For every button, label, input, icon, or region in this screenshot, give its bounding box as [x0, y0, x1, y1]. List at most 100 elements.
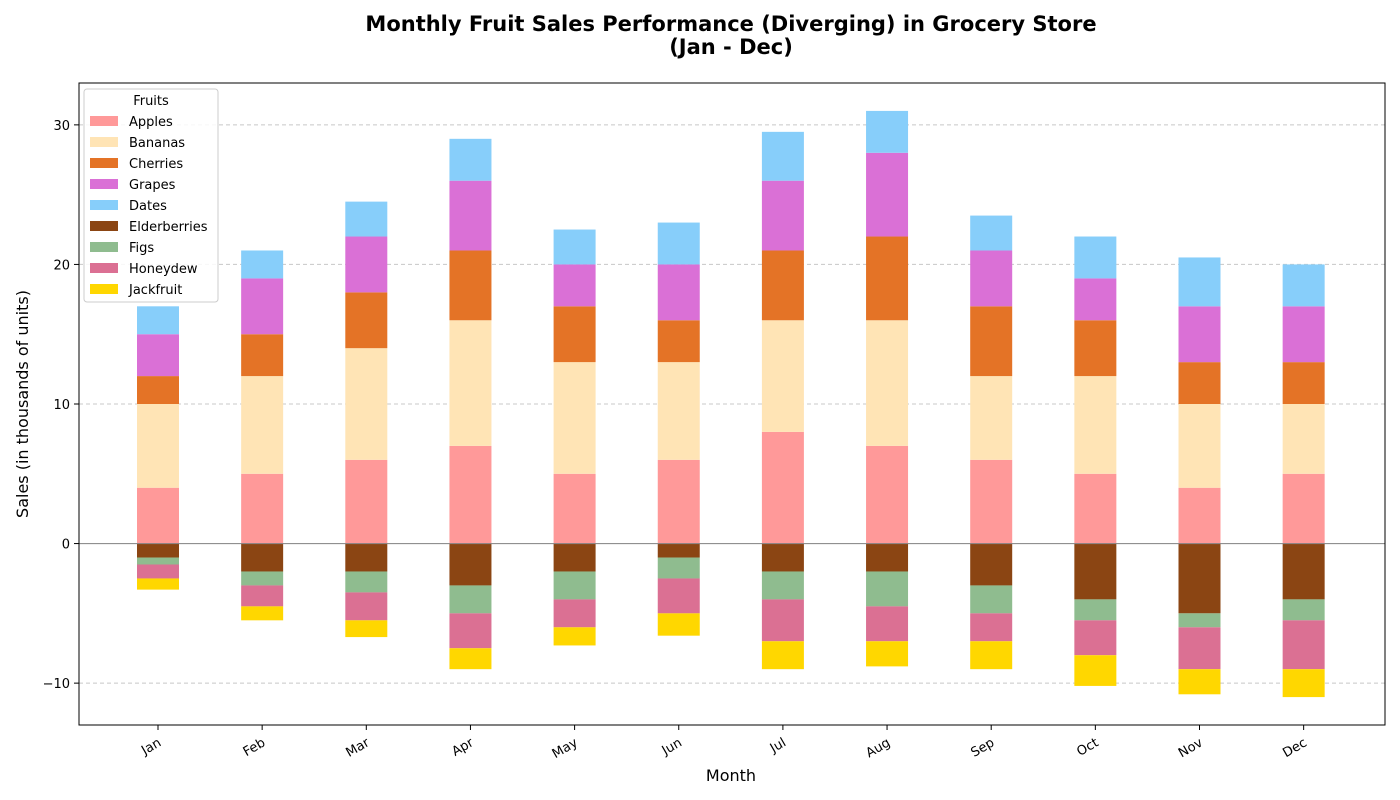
bar-segment	[553, 473, 596, 544]
legend-label: Honeydew	[129, 262, 198, 277]
bar-segment	[553, 599, 596, 628]
bar-segment	[970, 459, 1013, 544]
legend-swatch	[90, 242, 118, 252]
legend-swatch	[90, 200, 118, 210]
bar-segment	[1074, 599, 1117, 621]
bar-segment	[345, 592, 388, 621]
bar-segment	[1282, 362, 1325, 404]
legend-label: Bananas	[129, 136, 185, 151]
bar-segment	[137, 564, 179, 579]
x-tick-label: Jun	[659, 735, 685, 759]
chart-subtitle: (Jan - Dec)	[669, 35, 793, 59]
x-tick-label: Jul	[767, 735, 789, 756]
legend-label: Grapes	[129, 178, 176, 193]
bar-segment	[657, 543, 700, 558]
bar-segment	[761, 250, 804, 321]
bar-segment	[345, 292, 388, 349]
bar-segment	[1178, 257, 1221, 307]
bar-segment	[137, 578, 179, 590]
bar-segment	[1178, 404, 1221, 488]
bar-segment	[761, 320, 804, 432]
legend-label: Jackfruit	[128, 283, 182, 298]
bar-segment	[553, 571, 596, 600]
bar-segment	[553, 229, 596, 265]
bar-segment	[553, 627, 596, 646]
bar-segment	[761, 599, 804, 642]
bar-segment	[137, 306, 179, 335]
bar-segment	[449, 445, 492, 544]
bar-segment	[1074, 320, 1117, 377]
bar-segment	[1282, 620, 1325, 670]
bar-segment	[866, 236, 909, 321]
bar-segment	[657, 362, 700, 460]
x-tick-label: May	[550, 735, 581, 762]
legend-label: Dates	[129, 199, 167, 214]
bar-segment	[137, 487, 179, 544]
bar-segment	[657, 264, 700, 321]
bar-segment	[761, 431, 804, 544]
bar-segment	[866, 606, 909, 642]
bar-segment	[761, 131, 804, 181]
bar-segment	[657, 459, 700, 544]
legend-swatch	[90, 221, 118, 231]
legend-label: Figs	[129, 241, 154, 256]
bar-segment	[657, 557, 700, 579]
x-tick-label: Oct	[1074, 735, 1101, 759]
x-axis-label: Month	[706, 766, 756, 785]
y-tick-label: 10	[53, 398, 70, 413]
y-tick-label: −10	[43, 677, 70, 692]
bar-segment	[866, 641, 909, 667]
bar-segment	[761, 641, 804, 670]
bar-segment	[657, 222, 700, 265]
bar-segment	[866, 571, 909, 607]
legend-title: Fruits	[133, 94, 169, 109]
bar-segment	[449, 250, 492, 321]
bar-segment	[553, 362, 596, 474]
legend: Fruits Apples Bananas Cherries Grapes Dates E…	[83, 88, 219, 303]
bar-segment	[761, 571, 804, 600]
bar-segment	[761, 180, 804, 251]
legend-items: Apples Bananas Cherries Grapes Dates Elderber…	[90, 115, 208, 298]
bar-segment	[1178, 487, 1221, 544]
bar-segment	[1178, 306, 1221, 363]
bar-segment	[137, 404, 179, 488]
bar-segment	[1074, 620, 1117, 656]
bar-segment	[761, 543, 804, 572]
bar-segment	[1074, 236, 1117, 279]
bar-segment	[1074, 543, 1117, 600]
legend-label: Cherries	[129, 157, 183, 172]
bar-segment	[241, 585, 284, 607]
legend-swatch	[90, 137, 118, 147]
bar-segment	[970, 641, 1013, 670]
bar-segment	[345, 571, 388, 593]
bar-segment	[1074, 473, 1117, 544]
x-tick-label: Sep	[968, 735, 997, 760]
x-tick-label: Apr	[449, 735, 477, 760]
y-tick-label: 0	[62, 538, 70, 553]
bar-segment	[449, 648, 492, 670]
bar-segment	[449, 613, 492, 649]
y-axis: −10 0 10 20 30	[43, 119, 79, 692]
legend-swatch	[90, 158, 118, 168]
x-tick-label: Mar	[344, 735, 373, 761]
gridlines	[79, 124, 1385, 684]
bar-segment	[345, 543, 388, 572]
y-tick-label: 20	[53, 258, 70, 273]
bar-segment	[970, 376, 1013, 460]
chart-title: Monthly Fruit Sales Performance (Divergi…	[365, 12, 1096, 36]
bar-segment	[345, 201, 388, 237]
bar-segment	[1178, 669, 1221, 695]
bar-segment	[1074, 655, 1117, 686]
bar-segment	[449, 138, 492, 181]
bar-segment	[345, 620, 388, 638]
bar-segment	[657, 578, 700, 614]
bar-segment	[657, 320, 700, 363]
bar-segment	[241, 250, 284, 279]
bar-segment	[241, 278, 284, 335]
y-tick-label: 30	[53, 119, 70, 134]
legend-swatch	[90, 179, 118, 189]
bar-segment	[137, 334, 179, 377]
bar-segment	[866, 110, 909, 153]
bar-segment	[1074, 278, 1117, 321]
bar-segment	[1178, 613, 1221, 628]
